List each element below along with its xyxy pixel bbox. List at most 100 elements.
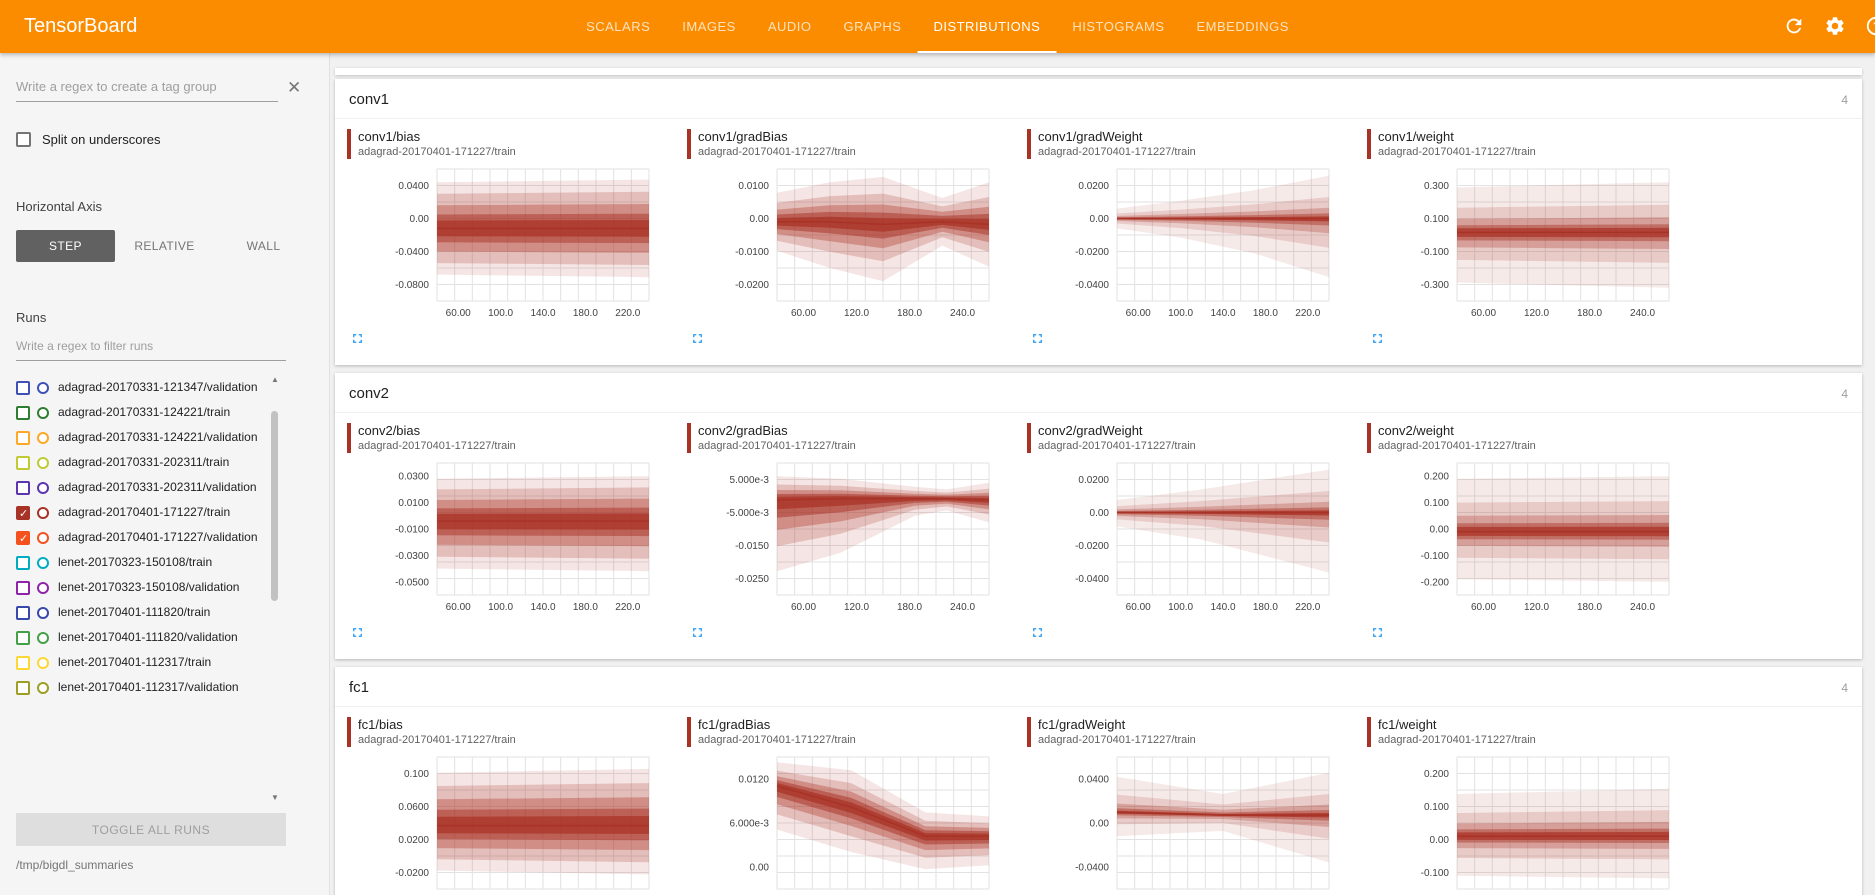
run-item[interactable]: adagrad-20170401-171227/validation [16, 525, 268, 550]
distribution-plot: 0.0400 0.00 -0.0400 -0.0800 60.00 100.0 140.0 1… [395, 168, 650, 319]
svg-text:120.0: 120.0 [844, 308, 869, 319]
run-color-circle[interactable] [37, 557, 49, 569]
run-color-circle[interactable] [37, 432, 49, 444]
expand-chart-button[interactable] [1030, 331, 1045, 346]
horizontal-axis-label: Horizontal Axis [16, 199, 102, 214]
svg-text:100.0: 100.0 [1168, 308, 1193, 319]
tab-histograms[interactable]: HISTOGRAMS [1072, 19, 1165, 34]
run-color-circle[interactable] [37, 457, 49, 469]
run-label: adagrad-20170401-171227/validation [58, 530, 258, 544]
run-checkbox[interactable] [16, 481, 30, 495]
svg-text:60.00: 60.00 [1471, 308, 1496, 319]
svg-text:-0.0400: -0.0400 [395, 247, 429, 258]
run-item[interactable]: adagrad-20170331-124221/validation [16, 425, 268, 450]
toggle-all-runs-button[interactable]: TOGGLE ALL RUNS [16, 813, 286, 846]
run-item[interactable]: adagrad-20170331-202311/train [16, 450, 268, 475]
chart-title-block: fc1/weight adagrad-20170401-171227/train [1367, 717, 1707, 747]
chart-name: conv1/gradBias [698, 129, 788, 144]
run-checkbox[interactable] [16, 431, 30, 445]
run-item[interactable]: lenet-20170401-112317/train [16, 650, 268, 675]
run-color-circle[interactable] [37, 407, 49, 419]
run-checkbox[interactable] [16, 681, 30, 695]
run-checkbox[interactable] [16, 656, 30, 670]
run-label: adagrad-20170331-202311/validation [58, 480, 257, 494]
expand-chart-button[interactable] [1370, 625, 1385, 640]
run-item[interactable]: lenet-20170401-112317/validation [16, 675, 268, 700]
refresh-button[interactable] [1782, 15, 1806, 39]
run-item[interactable]: adagrad-20170331-121347/validation [16, 375, 268, 400]
run-item[interactable]: lenet-20170401-111820/train [16, 600, 268, 625]
svg-text:120.0: 120.0 [1524, 308, 1549, 319]
expand-chart-button[interactable] [1370, 331, 1385, 346]
tab-scalars[interactable]: SCALARS [586, 19, 651, 34]
run-color-circle[interactable] [37, 607, 49, 619]
run-color-bar [347, 423, 351, 453]
expand-chart-button[interactable] [350, 625, 365, 640]
fullscreen-icon [1033, 334, 1042, 343]
section-header-conv1[interactable]: conv1 4 [335, 79, 1862, 119]
chart-title-text: conv2/gradWeight adagrad-20170401-171227/… [1038, 423, 1196, 453]
chart-run-name: adagrad-20170401-171227/train [1038, 734, 1196, 746]
runs-scrollbar[interactable]: ▲ ▼ [269, 375, 281, 805]
run-item[interactable]: adagrad-20170331-124221/train [16, 400, 268, 425]
run-item[interactable]: lenet-20170323-150108/validation [16, 575, 268, 600]
run-checkbox[interactable] [16, 381, 30, 395]
run-item[interactable]: lenet-20170323-150108/train [16, 550, 268, 575]
split-underscores-checkbox[interactable]: Split on underscores [16, 132, 313, 147]
tab-audio[interactable]: AUDIO [767, 19, 812, 34]
svg-text:0.00: 0.00 [750, 214, 770, 225]
chart-name: conv1/bias [358, 129, 421, 144]
run-color-circle[interactable] [37, 382, 49, 394]
tab-graphs[interactable]: GRAPHS [843, 19, 902, 34]
run-checkbox[interactable] [16, 631, 30, 645]
settings-button[interactable] [1823, 15, 1847, 39]
scrollbar-thumb[interactable] [271, 411, 278, 601]
chart-title-block: conv2/gradWeight adagrad-20170401-171227/… [1027, 423, 1367, 453]
close-icon[interactable]: ✕ [287, 78, 302, 97]
chart-title-text: conv1/gradBias adagrad-20170401-171227/tr… [698, 129, 856, 159]
svg-text:-0.0200: -0.0200 [735, 280, 769, 291]
tab-images[interactable]: IMAGES [682, 19, 736, 34]
run-item[interactable]: adagrad-20170401-171227/train [16, 500, 268, 525]
run-color-circle[interactable] [37, 532, 49, 544]
main-nav-tabs: SCALARS IMAGES AUDIO GRAPHS DISTRIBUTIONS HIS… [570, 0, 1305, 53]
run-item[interactable]: adagrad-20170331-202311/validation [16, 475, 268, 500]
run-checkbox[interactable] [16, 556, 30, 570]
axis-option-wall[interactable]: WALL [214, 230, 313, 262]
runs-filter-input[interactable] [16, 333, 286, 361]
run-color-circle[interactable] [37, 582, 49, 594]
run-checkbox[interactable] [16, 456, 30, 470]
chart-title-text: fc1/bias adagrad-20170401-171227/train [358, 717, 516, 747]
svg-text:6.000e-3: 6.000e-3 [730, 819, 770, 830]
axis-option-step[interactable]: STEP [16, 230, 115, 262]
fullscreen-icon [1033, 628, 1042, 637]
run-checkbox[interactable] [16, 581, 30, 595]
run-checkbox[interactable] [16, 606, 30, 620]
run-color-circle[interactable] [37, 507, 49, 519]
scroll-up-icon[interactable]: ▲ [271, 375, 279, 384]
run-color-circle[interactable] [37, 682, 49, 694]
expand-chart-button[interactable] [350, 331, 365, 346]
tag-filter-input[interactable] [16, 73, 278, 102]
section-header-fc1[interactable]: fc1 4 [335, 667, 1862, 707]
axis-option-relative[interactable]: RELATIVE [115, 230, 214, 262]
run-color-circle[interactable] [37, 482, 49, 494]
tab-distributions[interactable]: DISTRIBUTIONS [917, 0, 1057, 53]
run-checkbox[interactable] [16, 531, 30, 545]
run-checkbox[interactable] [16, 506, 30, 520]
run-checkbox[interactable] [16, 406, 30, 420]
run-item[interactable]: lenet-20170401-111820/validation [16, 625, 268, 650]
expand-chart-button[interactable] [690, 625, 705, 640]
scroll-down-icon[interactable]: ▼ [271, 793, 279, 802]
expand-chart-button[interactable] [690, 331, 705, 346]
run-color-circle[interactable] [37, 657, 49, 669]
distribution-plot: 0.200 0.100 0.00 -0.100 -0.200 60.00 120.0 180.… [1421, 462, 1670, 613]
section-header-conv2[interactable]: conv2 4 [335, 373, 1862, 413]
tab-embeddings[interactable]: EMBEDDINGS [1196, 19, 1289, 34]
help-button[interactable]: ? [1864, 15, 1875, 39]
expand-chart-button[interactable] [1030, 625, 1045, 640]
run-color-circle[interactable] [37, 632, 49, 644]
svg-text:140.0: 140.0 [530, 308, 555, 319]
chart-title-block: fc1/bias adagrad-20170401-171227/train [347, 717, 687, 747]
run-color-bar [1027, 129, 1031, 159]
